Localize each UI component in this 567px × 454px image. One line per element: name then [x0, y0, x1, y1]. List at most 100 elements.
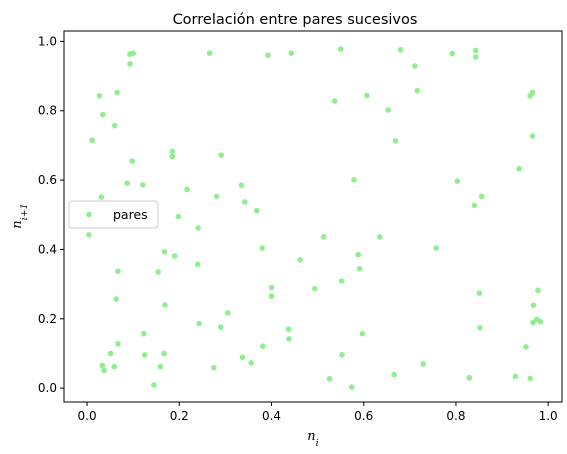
data-point — [99, 111, 106, 118]
x-tick-label: 0.6 — [354, 409, 373, 423]
data-point — [348, 384, 355, 390]
y-tick-label: 1.0 — [38, 34, 57, 48]
data-point — [194, 261, 201, 268]
data-point — [472, 54, 479, 60]
data-point — [115, 268, 121, 275]
data-point — [113, 296, 119, 302]
data-point — [355, 251, 361, 258]
data-point — [359, 330, 366, 337]
data-point — [449, 50, 456, 57]
legend-marker — [86, 211, 92, 218]
data-point — [130, 50, 136, 56]
data-point — [472, 47, 479, 54]
data-point — [107, 350, 114, 357]
data-point — [259, 343, 266, 349]
x-axis: 0.0 0.2 0.4 0.6 0.8 1.0 — [78, 402, 558, 423]
data-point — [523, 344, 529, 350]
data-point — [206, 50, 213, 56]
plot-frame — [63, 30, 563, 403]
data-point — [265, 52, 271, 59]
data-point — [530, 319, 536, 326]
data-point — [141, 352, 148, 358]
y-axis-label: ni+1 — [10, 203, 30, 228]
data-point — [224, 310, 231, 316]
data-point — [98, 194, 105, 200]
data-point — [268, 293, 275, 300]
data-point — [248, 360, 255, 366]
data-point — [312, 285, 318, 292]
data-point — [356, 266, 363, 272]
data-point — [218, 152, 225, 158]
data-point — [196, 320, 202, 327]
data-point — [241, 199, 248, 205]
x-axis-label: ni — [307, 429, 318, 449]
data-point — [140, 182, 146, 188]
data-point — [101, 367, 107, 374]
data-point — [337, 46, 344, 52]
data-point — [115, 340, 121, 347]
data-point — [114, 89, 120, 96]
data-point — [259, 245, 266, 251]
data-points — [86, 46, 544, 390]
data-point — [286, 336, 292, 342]
data-point — [297, 257, 303, 263]
data-point — [351, 176, 357, 183]
data-point — [477, 325, 483, 331]
data-point — [99, 362, 106, 369]
data-point — [331, 98, 338, 104]
data-point — [537, 318, 544, 325]
y-tick-label: 0.8 — [38, 104, 57, 118]
data-point — [217, 324, 224, 330]
data-point — [89, 137, 95, 144]
data-point — [326, 375, 333, 382]
data-point — [111, 363, 118, 370]
data-point — [512, 373, 519, 380]
data-point — [239, 354, 246, 361]
data-point — [129, 158, 136, 164]
data-point — [471, 202, 478, 209]
data-point — [171, 253, 178, 259]
data-point — [268, 284, 275, 291]
data-point — [392, 138, 399, 144]
data-point — [195, 225, 201, 231]
data-point — [175, 213, 182, 220]
chart-title: Correlación entre pares sucesivos — [173, 12, 418, 28]
y-tick-label: 0.0 — [38, 381, 57, 395]
data-point — [161, 249, 168, 255]
data-point — [161, 350, 167, 357]
data-point — [157, 363, 164, 370]
data-point — [364, 92, 370, 99]
data-point — [385, 107, 391, 113]
data-point — [466, 374, 473, 381]
data-point — [433, 245, 439, 251]
data-point — [535, 287, 541, 294]
data-point — [111, 122, 118, 129]
data-point — [169, 148, 176, 155]
data-point — [414, 87, 421, 94]
data-point — [527, 375, 533, 382]
data-point — [288, 50, 295, 56]
data-point — [151, 382, 157, 388]
x-tick-label: 0.0 — [78, 409, 97, 423]
data-point — [169, 153, 176, 160]
data-point — [476, 290, 483, 296]
data-point — [339, 352, 345, 358]
y-tick-label: 0.2 — [38, 312, 57, 326]
data-point — [391, 371, 397, 378]
data-point — [478, 193, 485, 200]
data-point — [211, 364, 217, 371]
data-point — [96, 93, 103, 99]
x-tick-label: 0.8 — [446, 409, 465, 423]
data-point — [420, 361, 427, 367]
legend: pares — [68, 200, 159, 229]
y-tick-label: 0.4 — [38, 242, 57, 256]
data-point — [454, 178, 461, 184]
data-point — [516, 165, 522, 172]
data-point — [162, 302, 168, 308]
data-point — [338, 278, 345, 284]
data-point — [529, 89, 536, 96]
legend-label: pares — [113, 207, 148, 222]
data-point — [127, 61, 133, 67]
legend-box — [68, 200, 159, 229]
